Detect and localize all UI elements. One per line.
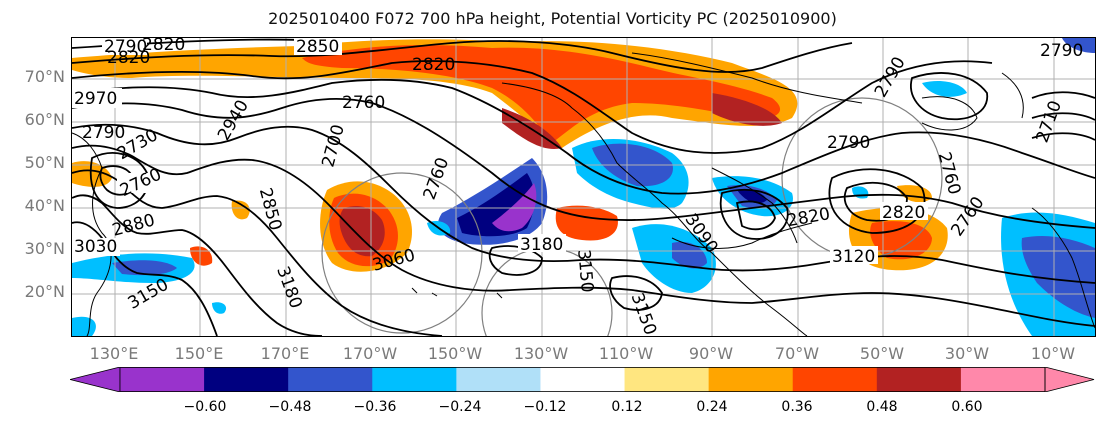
lat-label-20n: 20°N bbox=[24, 282, 65, 301]
colorbar-segment bbox=[120, 367, 205, 392]
contour-label: 2850 bbox=[296, 38, 339, 57]
contour-label: 2940 bbox=[214, 97, 253, 144]
lon-label: 30°W bbox=[944, 344, 990, 363]
colorbar-tick: −0.60 bbox=[183, 399, 227, 415]
coastlines bbox=[72, 52, 1095, 336]
lat-label-70n: 70°N bbox=[24, 67, 65, 86]
map-title: 2025010400 F072 700 hPa height, Potentia… bbox=[268, 9, 837, 28]
colorbar-tick: −0.24 bbox=[438, 399, 482, 415]
contour-label: 2790 bbox=[827, 133, 870, 153]
colorbar-tick: −0.12 bbox=[523, 399, 567, 415]
colorbar-segment bbox=[204, 367, 289, 392]
colorbar-tick: 0.12 bbox=[611, 399, 643, 415]
lon-label: 130°W bbox=[513, 344, 569, 363]
contour-label: 3180 bbox=[272, 264, 306, 311]
colorbar-over-arrow bbox=[1044, 367, 1095, 392]
contour-label: 3150 bbox=[573, 249, 597, 294]
contour-label: 3180 bbox=[520, 235, 563, 255]
lon-label: 130°E bbox=[89, 344, 139, 363]
lat-label-40n: 40°N bbox=[24, 196, 65, 215]
colorbar-segment bbox=[960, 367, 1046, 392]
colorbar-segment bbox=[708, 367, 794, 392]
height-contours bbox=[72, 38, 1095, 336]
colorbar-tick: −0.48 bbox=[268, 399, 312, 415]
contour-label: 2790 bbox=[871, 54, 910, 101]
colorbar-tick: 0.60 bbox=[951, 399, 983, 415]
contour-label: 2760 bbox=[117, 165, 165, 201]
lat-label-60n: 60°N bbox=[24, 110, 65, 129]
contour-label: 2760 bbox=[934, 150, 965, 197]
lon-label: 170°W bbox=[342, 344, 398, 363]
colorbar-under-arrow bbox=[70, 367, 121, 392]
contour-label: 2820 bbox=[107, 48, 150, 68]
graticule bbox=[72, 38, 1095, 336]
colorbar bbox=[70, 367, 1095, 392]
lat-label-50n: 50°N bbox=[24, 153, 65, 172]
contour-label: 2760 bbox=[420, 155, 454, 202]
map-canvas: 2790 2820 2850 2820 2970 2940 2760 2700 … bbox=[72, 38, 1095, 336]
contour-label: 2820 bbox=[142, 38, 185, 55]
contour-label: 3120 bbox=[832, 247, 875, 267]
contour-label: 2790 bbox=[1040, 41, 1083, 61]
contour-label: 2820 bbox=[882, 203, 925, 223]
lon-label: 50°W bbox=[859, 344, 905, 363]
lon-label: 150°W bbox=[427, 344, 483, 363]
colorbar-tick: 0.48 bbox=[866, 399, 898, 415]
contour-label: 2850 bbox=[255, 186, 286, 233]
colorbar-segment bbox=[792, 367, 878, 392]
colorbar-tick: 0.24 bbox=[696, 399, 728, 415]
map-panel[interactable]: 2790 2820 2850 2820 2970 2940 2760 2700 … bbox=[71, 37, 1096, 337]
lat-label-30n: 30°N bbox=[24, 239, 65, 258]
colorbar-segment bbox=[624, 367, 710, 392]
contour-label: 2970 bbox=[74, 89, 117, 109]
lon-label: 90°W bbox=[688, 344, 734, 363]
contour-label: 2760 bbox=[947, 193, 988, 240]
colorbar-segment bbox=[540, 367, 626, 392]
colorbar-frame bbox=[119, 367, 1046, 392]
lon-label: 170°E bbox=[260, 344, 310, 363]
contour-label: 2790 bbox=[104, 38, 147, 57]
contour-label: 2820 bbox=[412, 55, 455, 75]
lon-label: 70°W bbox=[774, 344, 820, 363]
contour-label: 3150 bbox=[627, 290, 661, 336]
colorbar-segment bbox=[288, 367, 373, 392]
lon-label: 10°W bbox=[1030, 344, 1076, 363]
colorbar-segment bbox=[876, 367, 962, 392]
colorbar-segment bbox=[456, 367, 541, 392]
colorbar-segment bbox=[372, 367, 457, 392]
contour-label: 3030 bbox=[74, 237, 117, 257]
colorbar-tick: −0.36 bbox=[353, 399, 397, 415]
colorbar-tick: 0.36 bbox=[781, 399, 813, 415]
lon-label: 150°E bbox=[174, 344, 224, 363]
contour-label: 2760 bbox=[342, 93, 385, 113]
contour-label: 2790 bbox=[82, 123, 125, 143]
lon-label: 110°W bbox=[598, 344, 654, 363]
